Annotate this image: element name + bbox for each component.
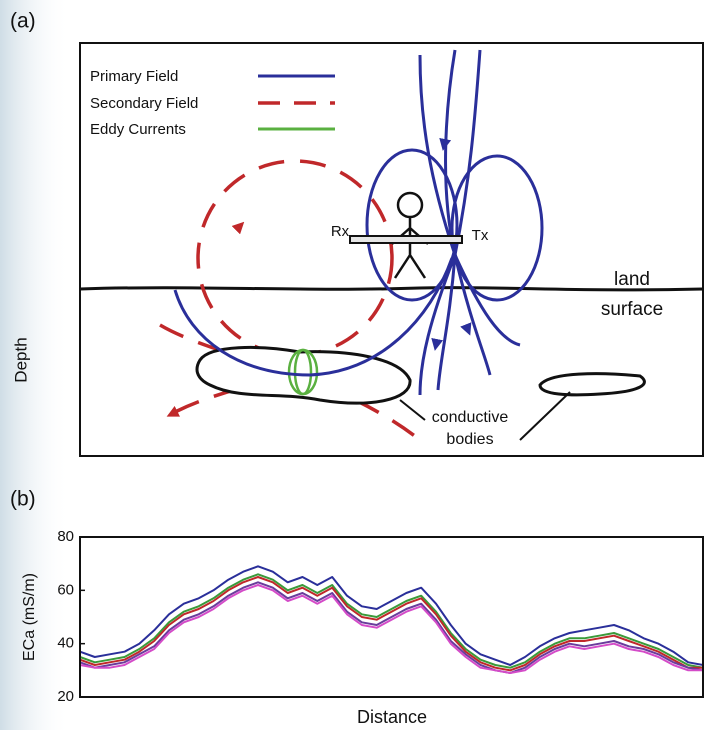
bodies-label: conductive — [432, 409, 509, 426]
plot-area: 20 40 60 80 — [57, 528, 704, 705]
primary-field — [365, 148, 459, 302]
secondary-field — [196, 159, 394, 357]
y-axis-label: ECa (mS/m) — [21, 573, 38, 661]
arrow — [431, 337, 444, 351]
conductive-body — [538, 372, 646, 397]
primary-field — [173, 257, 454, 377]
eddy-current — [287, 348, 319, 396]
land-surface — [79, 286, 704, 292]
data-line — [79, 565, 704, 666]
y-tick-label: 60 — [57, 581, 74, 598]
data-line — [79, 573, 704, 669]
plot-frame — [79, 536, 704, 698]
legend-label: Secondary Field — [90, 95, 198, 112]
arrow — [439, 137, 452, 151]
x-axis-label: Distance — [357, 707, 427, 727]
y-tick-label: 20 — [57, 688, 74, 705]
data-line — [79, 581, 704, 674]
surface-label: surface — [601, 299, 663, 320]
panel-label: (a) — [10, 10, 36, 33]
arrow — [231, 221, 245, 235]
y-tick-label: 80 — [57, 528, 74, 545]
rx-label: Rx — [331, 223, 350, 240]
legend-label: Primary Field — [90, 68, 178, 85]
panel-label: (b) — [10, 488, 36, 511]
person-head — [396, 191, 424, 219]
arrow — [460, 322, 472, 336]
primary-field — [450, 154, 544, 302]
surface-label: land — [614, 269, 650, 290]
instrument — [349, 235, 463, 244]
depth-label: Depth — [11, 337, 30, 382]
tx-label: Tx — [472, 227, 489, 244]
arrow — [166, 405, 181, 417]
data-line — [79, 576, 703, 672]
y-tick-label: 40 — [57, 635, 74, 652]
data-line — [79, 584, 703, 674]
leader-line — [399, 399, 426, 421]
leader-line — [519, 391, 571, 441]
legend-label: Eddy Currents — [90, 121, 186, 138]
bodies-label: bodies — [446, 431, 493, 448]
background-edge — [0, 0, 70, 730]
